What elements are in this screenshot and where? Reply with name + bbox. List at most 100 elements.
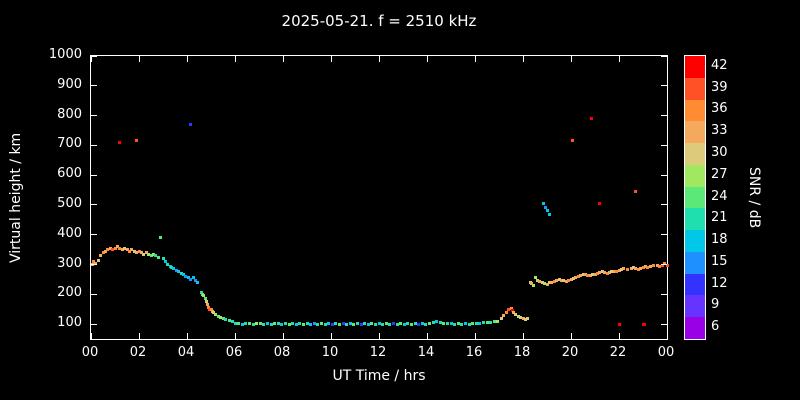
colorbar-tick-label: 18 xyxy=(711,232,728,248)
data-point xyxy=(373,322,377,326)
data-point xyxy=(219,316,223,320)
x-tick-label: 00 xyxy=(81,345,99,360)
data-point xyxy=(189,277,193,281)
data-point xyxy=(258,322,262,326)
data-point xyxy=(523,318,527,322)
y-tick-mark xyxy=(661,323,667,325)
data-point xyxy=(413,322,417,326)
data-point xyxy=(492,320,496,324)
colorbar-block xyxy=(685,230,705,252)
data-point xyxy=(643,264,647,268)
data-point xyxy=(244,322,248,325)
x-tick-label: 22 xyxy=(609,345,627,360)
x-tick-mark xyxy=(330,56,332,62)
colorbar-tick-label: 42 xyxy=(711,57,728,73)
x-tick-label: 08 xyxy=(273,345,291,360)
y-tick-label: 400 xyxy=(57,225,82,241)
x-tick-mark xyxy=(666,333,668,339)
data-point xyxy=(179,271,183,275)
data-point xyxy=(269,322,273,326)
data-point xyxy=(137,249,141,253)
data-point xyxy=(381,322,385,326)
data-point xyxy=(545,282,549,286)
data-point xyxy=(634,190,638,194)
y-tick-label: 600 xyxy=(57,166,82,182)
x-tick-mark xyxy=(378,56,380,62)
y-tick-mark xyxy=(91,234,97,236)
y-tick-label: 200 xyxy=(57,285,82,301)
data-point xyxy=(399,322,403,326)
y-tick-mark xyxy=(661,293,667,295)
colorbar-tick-label: 12 xyxy=(711,275,728,291)
y-tick-label: 300 xyxy=(57,255,82,271)
y-tick-mark xyxy=(661,55,667,57)
data-point xyxy=(544,205,548,209)
x-tick-mark xyxy=(618,56,620,62)
data-point xyxy=(298,322,302,326)
y-axis-label: Virtual height / km xyxy=(8,132,24,263)
data-point xyxy=(574,276,578,280)
data-point xyxy=(113,246,117,250)
x-tick-mark xyxy=(90,56,92,62)
data-point xyxy=(533,276,537,280)
x-tick-mark xyxy=(570,56,572,62)
data-point xyxy=(189,123,193,127)
data-point xyxy=(460,322,464,326)
data-point xyxy=(442,321,446,325)
x-tick-mark xyxy=(330,333,332,339)
data-point xyxy=(569,277,573,281)
data-point xyxy=(665,263,669,267)
data-point xyxy=(139,251,143,255)
data-point xyxy=(163,260,167,264)
data-point xyxy=(639,266,643,270)
data-point xyxy=(154,254,158,258)
data-point xyxy=(545,209,549,213)
data-point xyxy=(605,271,609,275)
colorbar-block xyxy=(685,208,705,231)
data-point xyxy=(172,267,176,271)
data-point xyxy=(660,263,664,267)
colorbar-tick-label: 6 xyxy=(711,319,720,335)
data-point xyxy=(287,322,291,326)
x-tick-mark xyxy=(378,333,380,339)
data-point xyxy=(615,270,619,274)
data-point xyxy=(370,322,374,326)
chart-title: 2025-05-21. f = 2510 kHz xyxy=(281,12,477,30)
data-point xyxy=(103,249,107,253)
y-tick-mark xyxy=(91,293,97,295)
data-point xyxy=(519,316,523,320)
data-point xyxy=(532,283,536,287)
colorbar-block xyxy=(685,295,705,318)
colorbar-block xyxy=(685,56,705,78)
data-point xyxy=(427,322,431,325)
data-point xyxy=(507,308,511,312)
y-tick-mark xyxy=(91,204,97,206)
data-point xyxy=(463,322,467,326)
data-point xyxy=(631,266,635,269)
data-point xyxy=(586,273,590,277)
data-point xyxy=(240,322,244,326)
x-tick-mark xyxy=(138,333,140,339)
data-point xyxy=(135,251,139,255)
data-point xyxy=(438,321,442,325)
x-tick-mark xyxy=(234,333,236,339)
colorbar-block xyxy=(685,99,705,122)
data-point xyxy=(424,322,428,326)
data-point xyxy=(641,322,645,326)
data-point xyxy=(557,277,561,281)
y-tick-mark xyxy=(661,204,667,206)
data-point xyxy=(204,300,208,304)
data-point xyxy=(101,251,105,255)
data-point xyxy=(395,322,399,326)
colorbar-tick-label: 30 xyxy=(711,144,728,160)
x-tick-mark xyxy=(186,56,188,62)
data-point xyxy=(588,274,592,278)
data-point xyxy=(409,322,413,326)
y-tick-label: 700 xyxy=(57,136,82,152)
data-point xyxy=(265,322,269,326)
colorbar-tick-label: 39 xyxy=(711,79,728,95)
data-point xyxy=(502,314,506,318)
data-point xyxy=(564,280,568,284)
x-tick-label: 10 xyxy=(321,345,339,360)
